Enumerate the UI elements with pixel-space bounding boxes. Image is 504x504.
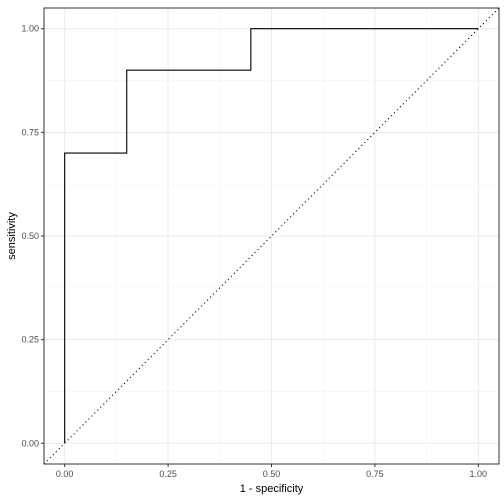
y-tick-label: 0.25 [21, 335, 39, 345]
y-tick-label: 0.75 [21, 127, 39, 137]
x-tick-label: 0.50 [263, 469, 281, 479]
x-tick-label: 0.75 [366, 469, 384, 479]
x-tick-label: 0.00 [56, 469, 74, 479]
y-axis: 0.00 0.25 0.50 0.75 1.00 [21, 24, 44, 448]
y-tick-label: 0.00 [21, 438, 39, 448]
y-tick-label: 1.00 [21, 24, 39, 34]
x-tick-label: 1.00 [470, 469, 488, 479]
y-tick-label: 0.50 [21, 231, 39, 241]
roc-curve-line [64, 28, 479, 444]
y-axis-title: sensitivity [6, 212, 18, 260]
x-axis: 0.00 0.25 0.50 0.75 1.00 [56, 464, 487, 479]
x-axis-title: 1 - specificity [240, 483, 304, 495]
x-tick-label: 0.25 [159, 469, 177, 479]
